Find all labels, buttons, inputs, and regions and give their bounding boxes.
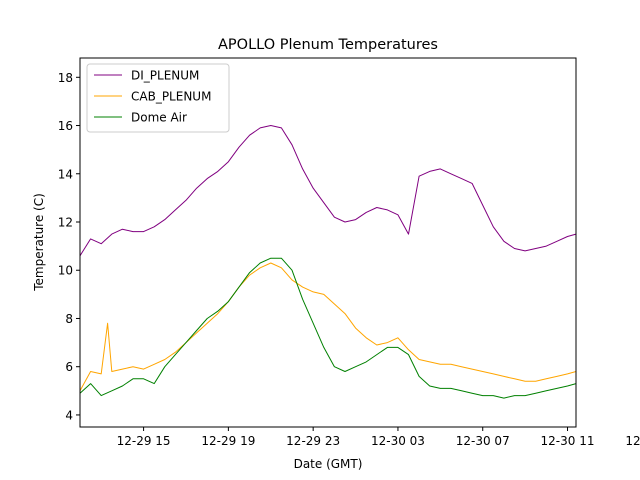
x-tick-label: 12-30 15 bbox=[625, 434, 640, 448]
y-tick-label: 18 bbox=[58, 71, 73, 85]
x-tick-label: 12-30 03 bbox=[371, 434, 425, 448]
series-lines bbox=[79, 125, 577, 399]
x-tick-label: 12-29 19 bbox=[201, 434, 255, 448]
x-ticks: 12-29 15 12-29 19 12-29 23 12-30 03 12-30 07… bbox=[117, 427, 640, 448]
y-tick-label: 12 bbox=[58, 216, 73, 230]
x-axis-label: Date (GMT) bbox=[294, 457, 363, 471]
plot-frame bbox=[79, 57, 577, 428]
x-tick-label: 12-30 07 bbox=[456, 434, 510, 448]
x-tick-label: 12-29 15 bbox=[117, 434, 171, 448]
legend-label: DI_PLENUM bbox=[131, 69, 199, 83]
y-tick-label: 8 bbox=[65, 312, 73, 326]
series-line-cab-plenum bbox=[79, 262, 577, 392]
x-tick-label: 12-30 11 bbox=[541, 434, 595, 448]
series-line-di-plenum bbox=[79, 125, 577, 257]
legend-label: Dome Air bbox=[131, 111, 187, 125]
series-line-dome-air bbox=[79, 257, 577, 399]
y-ticks: 4 6 8 10 12 14 16 18 bbox=[58, 71, 80, 422]
chart-title: APOLLO Plenum Temperatures bbox=[218, 37, 438, 53]
y-axis-label: Temperature (C) bbox=[32, 193, 46, 292]
x-tick-label: 12-29 23 bbox=[286, 434, 340, 448]
y-tick-label: 10 bbox=[58, 264, 73, 278]
y-tick-label: 4 bbox=[65, 408, 73, 422]
y-tick-label: 6 bbox=[65, 360, 73, 374]
legend-label: CAB_PLENUM bbox=[131, 90, 211, 104]
y-tick-label: 14 bbox=[58, 167, 73, 181]
legend: DI_PLENUM CAB_PLENUM Dome Air bbox=[86, 63, 230, 133]
legend-box bbox=[86, 63, 230, 133]
y-tick-label: 16 bbox=[58, 119, 73, 133]
